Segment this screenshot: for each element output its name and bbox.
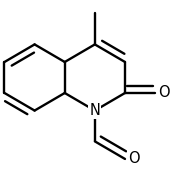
Text: O: O bbox=[128, 151, 140, 167]
Text: O: O bbox=[158, 85, 170, 101]
Text: N: N bbox=[89, 103, 100, 118]
